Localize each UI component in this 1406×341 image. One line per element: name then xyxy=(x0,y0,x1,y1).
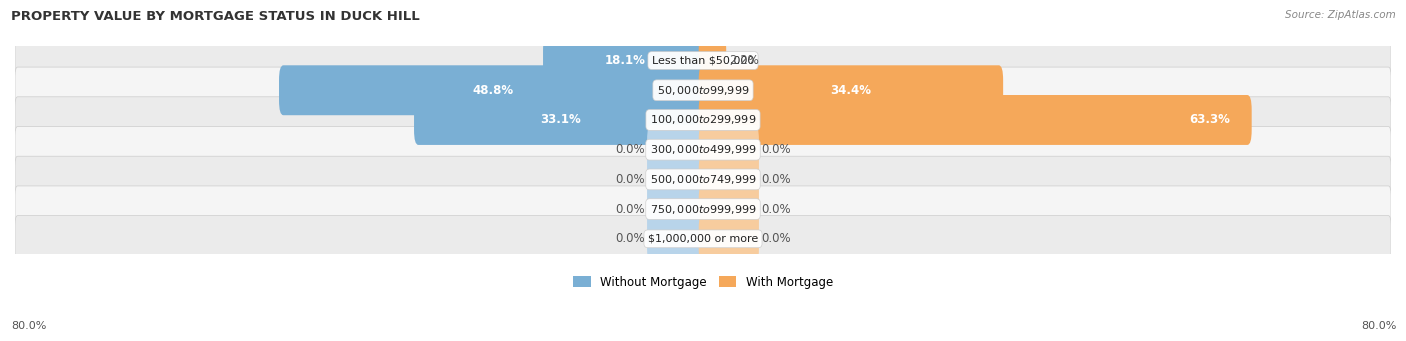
Text: $750,000 to $999,999: $750,000 to $999,999 xyxy=(650,203,756,216)
Text: $50,000 to $99,999: $50,000 to $99,999 xyxy=(657,84,749,97)
FancyBboxPatch shape xyxy=(699,35,727,86)
Text: 18.1%: 18.1% xyxy=(605,54,645,67)
FancyBboxPatch shape xyxy=(699,154,759,204)
Text: Less than $50,000: Less than $50,000 xyxy=(652,56,754,65)
FancyBboxPatch shape xyxy=(699,95,1251,145)
FancyBboxPatch shape xyxy=(15,97,1391,143)
Text: 0.0%: 0.0% xyxy=(614,173,644,186)
FancyBboxPatch shape xyxy=(15,186,1391,232)
Text: 0.0%: 0.0% xyxy=(762,143,792,156)
Text: 80.0%: 80.0% xyxy=(11,321,46,331)
FancyBboxPatch shape xyxy=(15,156,1391,203)
FancyBboxPatch shape xyxy=(15,127,1391,173)
Text: 80.0%: 80.0% xyxy=(1361,321,1396,331)
FancyBboxPatch shape xyxy=(699,125,759,175)
Text: 33.1%: 33.1% xyxy=(540,114,581,127)
Text: Source: ZipAtlas.com: Source: ZipAtlas.com xyxy=(1285,10,1396,20)
FancyBboxPatch shape xyxy=(15,67,1391,114)
FancyBboxPatch shape xyxy=(413,95,707,145)
Text: 0.0%: 0.0% xyxy=(762,232,792,245)
FancyBboxPatch shape xyxy=(647,214,707,264)
Text: 2.2%: 2.2% xyxy=(728,54,759,67)
FancyBboxPatch shape xyxy=(699,184,759,234)
Text: 0.0%: 0.0% xyxy=(614,203,644,216)
Text: 0.0%: 0.0% xyxy=(614,143,644,156)
Text: 0.0%: 0.0% xyxy=(762,173,792,186)
Text: PROPERTY VALUE BY MORTGAGE STATUS IN DUCK HILL: PROPERTY VALUE BY MORTGAGE STATUS IN DUC… xyxy=(11,10,420,23)
Text: $300,000 to $499,999: $300,000 to $499,999 xyxy=(650,143,756,156)
Text: 34.4%: 34.4% xyxy=(831,84,872,97)
FancyBboxPatch shape xyxy=(647,125,707,175)
Legend: Without Mortgage, With Mortgage: Without Mortgage, With Mortgage xyxy=(568,271,838,294)
FancyBboxPatch shape xyxy=(647,154,707,204)
FancyBboxPatch shape xyxy=(278,65,707,115)
FancyBboxPatch shape xyxy=(699,65,1002,115)
Text: $100,000 to $299,999: $100,000 to $299,999 xyxy=(650,114,756,127)
FancyBboxPatch shape xyxy=(15,216,1391,262)
FancyBboxPatch shape xyxy=(647,184,707,234)
Text: 63.3%: 63.3% xyxy=(1189,114,1230,127)
Text: 48.8%: 48.8% xyxy=(472,84,513,97)
Text: 0.0%: 0.0% xyxy=(614,232,644,245)
Text: 0.0%: 0.0% xyxy=(762,203,792,216)
FancyBboxPatch shape xyxy=(543,35,707,86)
FancyBboxPatch shape xyxy=(15,38,1391,84)
Text: $1,000,000 or more: $1,000,000 or more xyxy=(648,234,758,244)
FancyBboxPatch shape xyxy=(699,214,759,264)
Text: $500,000 to $749,999: $500,000 to $749,999 xyxy=(650,173,756,186)
